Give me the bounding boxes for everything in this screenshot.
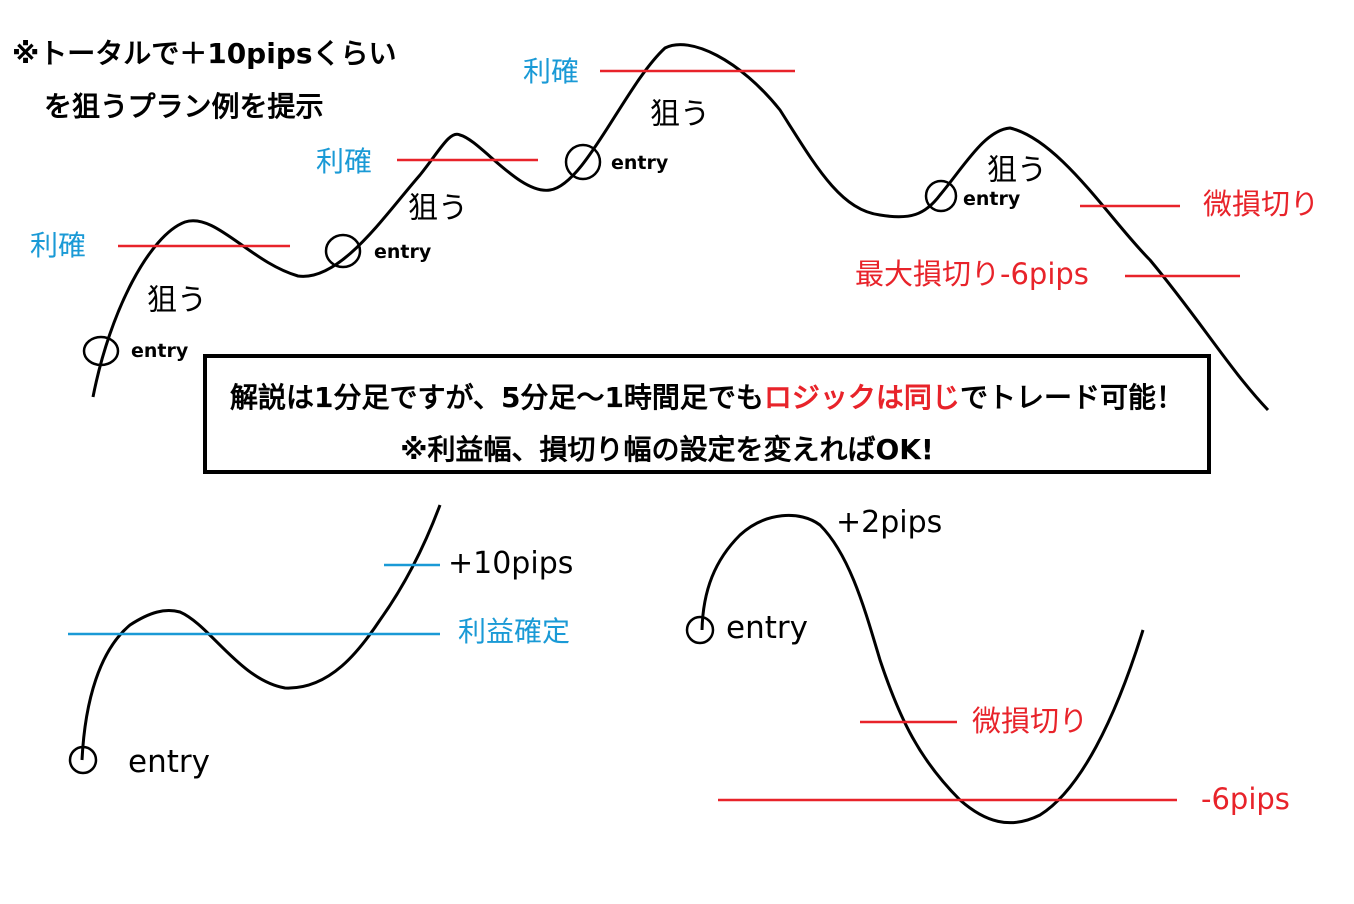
note-line-1-part2: でトレード可能！ [959, 381, 1184, 414]
aim-label-1: 狙う [147, 283, 207, 318]
title-line-1: ※トータルで＋10pipsくらい [12, 37, 397, 70]
aim-label-3: 狙う [650, 97, 710, 132]
take-profit-label-3: 利確 [523, 55, 580, 88]
entry-circle-profit [68, 745, 98, 775]
entry-label-4: entry [963, 188, 1021, 210]
entry-label-3: entry [611, 152, 669, 174]
loss-scenario-curve [700, 513, 1145, 825]
entry-circle-2 [324, 233, 362, 269]
entry-label-1: entry [131, 340, 189, 362]
aim-label-4: 狙う [987, 153, 1047, 188]
plus2-label: +2pips [836, 505, 943, 540]
note-line-2: ※利益幅、損切り幅の設定を変えればOK! [400, 433, 934, 466]
note-box: 解説は1分足ですが、5分足～1時間足でもロジックは同じでトレード可能！ ※利益幅… [203, 354, 1211, 474]
take-profit-label-1: 利確 [30, 229, 87, 262]
entry-circle-loss [685, 615, 715, 645]
max-loss-label: 最大損切り-6pips [855, 257, 1089, 291]
take-profit-label-2: 利確 [316, 145, 373, 178]
small-loss-label-bottom: 微損切り [972, 704, 1089, 738]
entry-label-loss: entry [726, 610, 808, 646]
entry-label-profit: entry [128, 744, 210, 780]
note-line-1: 解説は1分足ですが、5分足～1時間足でもロジックは同じでトレード可能！ [207, 376, 1207, 416]
entry-circle-4 [924, 179, 958, 213]
note-line-1-part1: 解説は1分足ですが、5分足～1時間足でも [230, 381, 764, 414]
title-line-2: を狙うプラン例を提示 [44, 90, 324, 123]
entry-circle-3 [564, 143, 602, 181]
entry-circle-1 [82, 335, 120, 367]
profit-confirmed-label: 利益確定 [458, 615, 571, 648]
entry-label-2: entry [374, 241, 432, 263]
note-line-1-highlight: ロジックは同じ [763, 381, 960, 414]
main-price-curve [91, 43, 1270, 412]
minus6-label: -6pips [1201, 782, 1290, 816]
plus10-label: +10pips [448, 546, 574, 581]
aim-label-2: 狙う [408, 191, 468, 226]
profit-scenario-curve [80, 504, 442, 761]
small-loss-label-top: 微損切り [1203, 187, 1320, 221]
